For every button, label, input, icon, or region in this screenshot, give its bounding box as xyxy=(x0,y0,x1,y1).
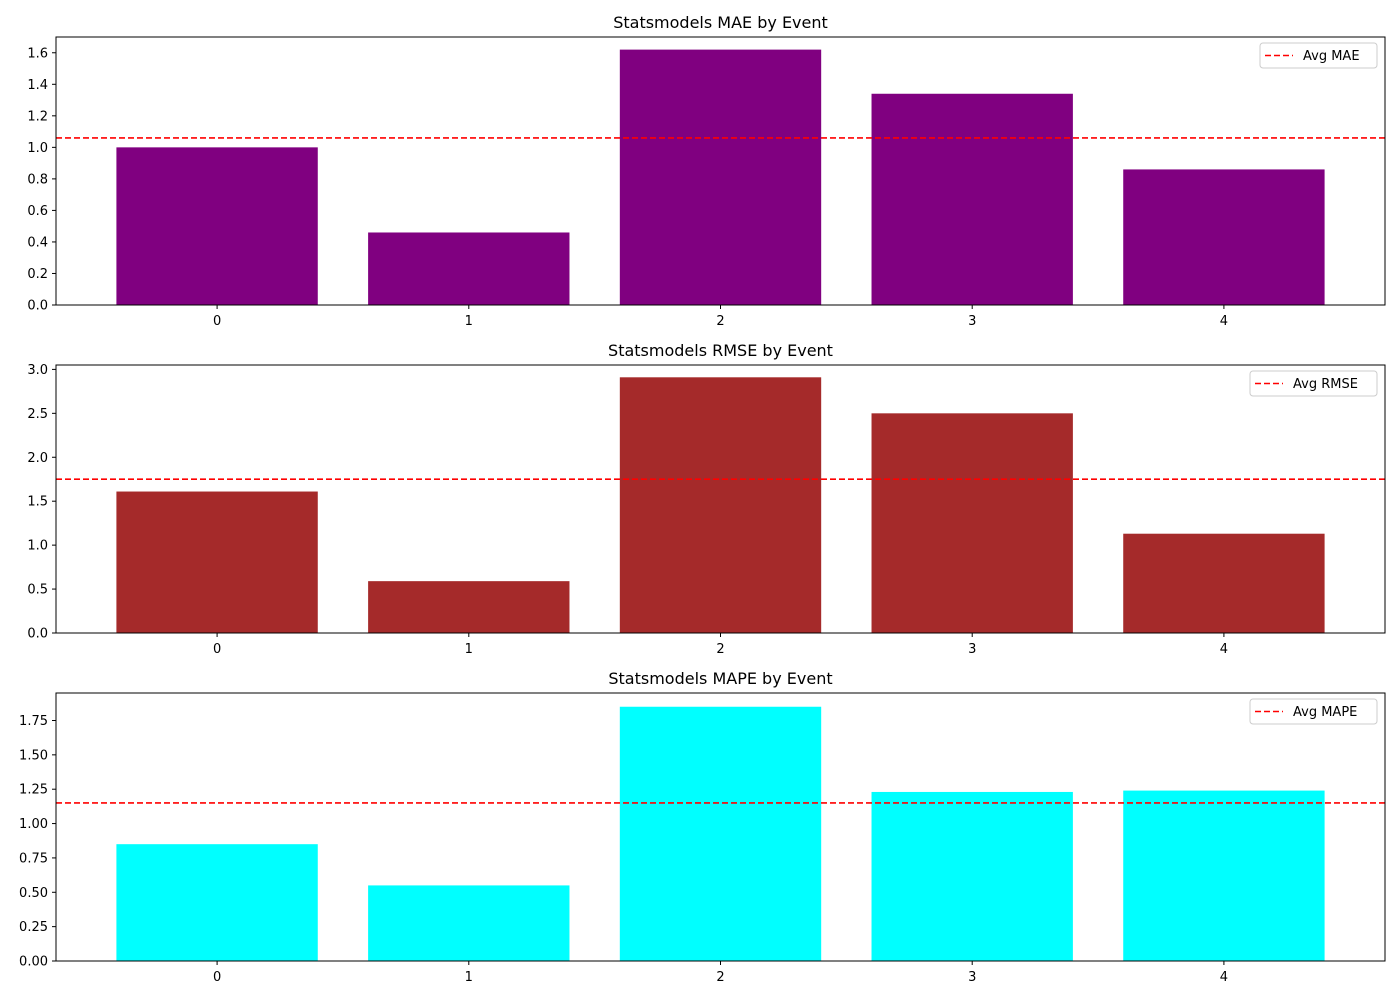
rmse-y-tick-label: 0.5 xyxy=(27,583,48,598)
mae-y-tick-label: 0.0 xyxy=(27,299,48,314)
mae-legend: Avg MAE xyxy=(1259,42,1378,69)
mae-y-tick-label: 1.6 xyxy=(27,46,48,61)
rmse-y-tick-label: 3.0 xyxy=(27,363,48,378)
mae-x-tick-label: 0 xyxy=(213,314,221,329)
mae-y-tick-label: 1.2 xyxy=(27,109,48,124)
rmse-bar-4 xyxy=(1123,533,1325,633)
mae-y-tick-label: 1.4 xyxy=(27,78,48,93)
mape-x-tick-label: 2 xyxy=(716,970,724,985)
mae-y-tick-label: 0.8 xyxy=(27,172,48,187)
mape-bar-2 xyxy=(619,706,822,961)
mape-y-tick-label: 1.00 xyxy=(19,817,48,832)
rmse-x-tick-label: 3 xyxy=(968,642,976,657)
mape-x-tick-label: 3 xyxy=(968,970,976,985)
mae-y-tick-label: 0.4 xyxy=(27,235,48,250)
rmse-legend: Avg RMSE xyxy=(1249,370,1378,397)
mape-legend-label: Avg MAPE xyxy=(1293,705,1357,720)
rmse-subplot: Statsmodels RMSE by Event 0 1 2 3 4 0.0 0.5 1.0 1… xyxy=(27,341,1386,657)
mae-bar-4 xyxy=(1123,169,1325,305)
mape-bar-1 xyxy=(368,885,570,961)
mape-y-tick-label: 1.75 xyxy=(19,714,48,729)
mae-x-tick-label: 3 xyxy=(968,314,976,329)
rmse-chart-title: Statsmodels RMSE by Event xyxy=(608,341,833,360)
mape-bar-4 xyxy=(1123,790,1325,961)
mape-legend-box xyxy=(1249,698,1378,725)
mae-chart-title: Statsmodels MAE by Event xyxy=(613,13,828,32)
mape-x-tick-label: 0 xyxy=(213,970,221,985)
mae-y-tick-label: 0.6 xyxy=(27,204,48,219)
mape-chart-title: Statsmodels MAPE by Event xyxy=(608,669,832,688)
mae-bar-1 xyxy=(368,232,570,305)
mape-y-tick-label: 0.25 xyxy=(19,920,48,935)
rmse-y-tick-label: 1.0 xyxy=(27,539,48,554)
mape-y-tick-label: 0.75 xyxy=(19,851,48,866)
mae-bar-0 xyxy=(116,147,318,305)
mae-bar-2 xyxy=(619,49,822,306)
mae-legend-label: Avg MAE xyxy=(1303,49,1360,64)
rmse-y-tick-label: 1.5 xyxy=(27,495,48,510)
mape-bar-0 xyxy=(116,844,318,961)
rmse-bar-1 xyxy=(368,581,570,633)
mape-y-tick-label: 0.50 xyxy=(19,886,48,901)
mape-legend: Avg MAPE xyxy=(1249,698,1378,725)
rmse-legend-box xyxy=(1249,370,1378,397)
mae-x-tick-label: 1 xyxy=(465,314,473,329)
rmse-bar-2 xyxy=(619,377,822,633)
mape-bar-3 xyxy=(871,791,1073,961)
mape-y-tick-label: 1.50 xyxy=(19,748,48,763)
mape-x-tick-label: 1 xyxy=(465,970,473,985)
mape-x-tick-label: 4 xyxy=(1220,970,1228,985)
mape-y-tick-label: 0.00 xyxy=(19,955,48,970)
rmse-x-tick-label: 0 xyxy=(213,642,221,657)
mape-subplot: Statsmodels MAPE by Event 0 1 2 3 4 0.00 0.25 0.… xyxy=(19,669,1386,985)
mae-x-tick-label: 2 xyxy=(716,314,724,329)
rmse-bar-3 xyxy=(871,413,1073,633)
mae-x-tick-label: 4 xyxy=(1220,314,1228,329)
rmse-y-tick-label: 0.0 xyxy=(27,627,48,642)
mae-legend-box xyxy=(1259,42,1378,69)
mae-subplot: Statsmodels MAE by Event 0 1 2 3 4 0.0 0.2 0.4 0.… xyxy=(27,13,1386,329)
mae-y-tick-label: 1.0 xyxy=(27,141,48,156)
mae-y-tick-label: 0.2 xyxy=(27,267,48,282)
mape-y-tick-label: 1.25 xyxy=(19,783,48,798)
rmse-x-tick-label: 4 xyxy=(1220,642,1228,657)
rmse-bar-0 xyxy=(116,491,318,633)
rmse-y-tick-label: 2.5 xyxy=(27,407,48,422)
rmse-x-tick-label: 1 xyxy=(465,642,473,657)
rmse-y-tick-label: 2.0 xyxy=(27,451,48,466)
rmse-x-tick-label: 2 xyxy=(716,642,724,657)
mae-bar-3 xyxy=(871,93,1073,306)
rmse-legend-label: Avg RMSE xyxy=(1293,377,1358,392)
